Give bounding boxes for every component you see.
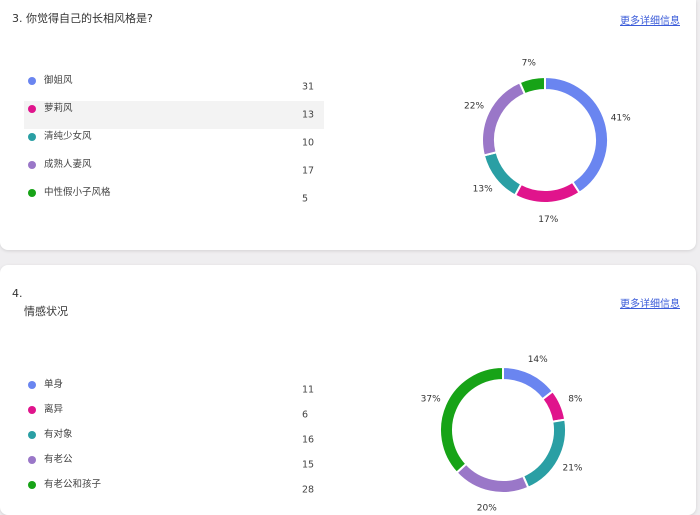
data-label: 21%: [562, 464, 582, 474]
data-label: 41%: [611, 113, 631, 123]
more-details-link[interactable]: 更多详细信息: [620, 299, 680, 310]
legend-count: 15: [302, 459, 315, 470]
legend-item[interactable]: 有老公 15: [24, 452, 324, 477]
donut-chart: 41% 17% 13% 22% 7%: [464, 59, 631, 225]
legend-swatch: [28, 431, 36, 439]
data-label: 17%: [538, 215, 558, 225]
legend-count: 6: [302, 409, 309, 420]
question-3-card: 3. 你觉得自己的长相风格是? 更多详细信息 御姐风 31 萝莉风 13 清纯少女风 10…: [0, 0, 696, 250]
legend-count: 28: [302, 484, 315, 495]
question-number: 4.: [12, 287, 23, 300]
legend-item[interactable]: 清纯少女风 10: [24, 129, 324, 157]
legend-label: 成熟人妻风: [44, 159, 92, 170]
legend-swatch: [28, 105, 36, 113]
donut-slice[interactable]: [439, 365, 504, 475]
legend-item[interactable]: 萝莉风 13: [24, 101, 324, 129]
legend-item[interactable]: 有老公和孩子 28: [24, 477, 324, 502]
legend: 单身 11 离异 6 有对象 16 有老公 15 有老公和孩子 28: [24, 377, 324, 502]
donut-slice[interactable]: [521, 418, 567, 490]
legend-swatch: [28, 189, 36, 197]
legend-item[interactable]: 御姐风 31: [24, 73, 324, 101]
legend-count: 16: [302, 434, 315, 445]
data-label: 8%: [568, 394, 583, 404]
question-4-card: 4. 情感状况 更多详细信息 单身 11 离异 6 有对象 16 有老公 15 有老公和孩子 28…: [0, 265, 696, 515]
donut-slice[interactable]: [544, 75, 609, 195]
donut-chart: 14% 8% 21% 20% 37%: [421, 355, 583, 513]
donut-slice[interactable]: [518, 75, 546, 96]
legend-label: 有老公和孩子: [44, 479, 102, 490]
legend-swatch: [28, 381, 36, 389]
question-title: 3. 你觉得自己的长相风格是?: [12, 12, 153, 25]
legend-item[interactable]: 单身 11: [24, 377, 324, 402]
legend-count: 17: [302, 165, 315, 177]
legend-label: 清纯少女风: [44, 131, 92, 142]
donut-slice[interactable]: [455, 462, 530, 494]
legend-label: 中性假小子风格: [44, 187, 111, 198]
data-label: 7%: [522, 59, 537, 69]
legend-label: 单身: [44, 379, 64, 390]
legend-item[interactable]: 中性假小子风格 5: [24, 185, 324, 213]
data-label: 37%: [421, 394, 441, 404]
legend-count: 31: [302, 81, 315, 93]
question-title: 情感状况: [24, 305, 68, 318]
legend-swatch: [28, 481, 36, 489]
legend-label: 御姐风: [44, 75, 73, 86]
legend-swatch: [28, 77, 36, 85]
legend-item[interactable]: 成熟人妻风 17: [24, 157, 324, 185]
legend-count: 10: [302, 137, 315, 149]
data-label: 14%: [528, 355, 548, 365]
legend: 御姐风 31 萝莉风 13 清纯少女风 10 成熟人妻风 17 中性假小子风格 5: [24, 73, 324, 213]
data-label: 20%: [477, 503, 497, 513]
donut-slice[interactable]: [541, 389, 567, 423]
legend-label: 有对象: [44, 429, 73, 440]
legend-label: 萝莉风: [44, 103, 73, 114]
legend-item[interactable]: 有对象 16: [24, 427, 324, 452]
legend-count: 5: [302, 193, 309, 205]
data-label: 22%: [464, 101, 484, 111]
legend-label: 离异: [44, 404, 64, 415]
legend-swatch: [28, 133, 36, 141]
donut-slice[interactable]: [513, 180, 581, 204]
more-details-link[interactable]: 更多详细信息: [620, 16, 680, 27]
legend-swatch: [28, 406, 36, 414]
donut-slice[interactable]: [481, 80, 527, 157]
legend-count: 13: [302, 109, 315, 121]
legend-swatch: [28, 456, 36, 464]
legend-label: 有老公: [44, 454, 73, 465]
data-label: 13%: [473, 185, 493, 195]
legend-swatch: [28, 161, 36, 169]
legend-count: 11: [302, 384, 315, 395]
donut-slice[interactable]: [502, 365, 555, 401]
legend-item[interactable]: 离异 6: [24, 402, 324, 427]
